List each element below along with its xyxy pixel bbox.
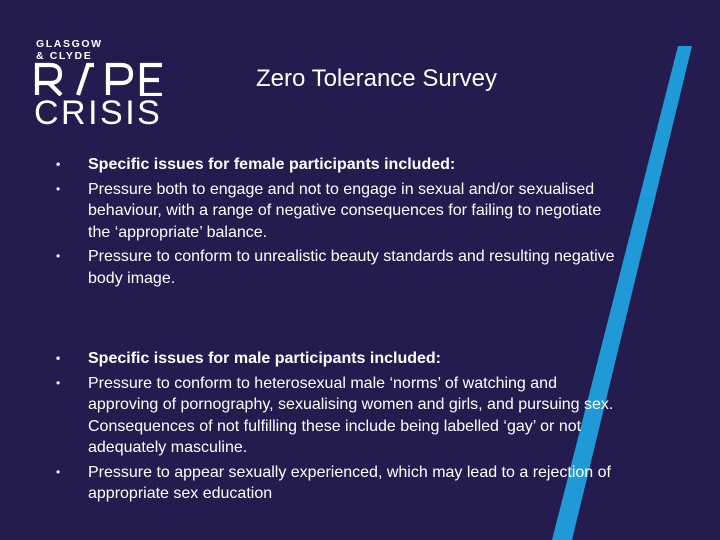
bullet-text: Pressure both to engage and not to engag… (88, 180, 602, 241)
bullet-icon: • (56, 464, 61, 479)
list-item: • Pressure to conform to unrealistic bea… (56, 246, 616, 289)
bullet-text: Specific issues for female participants … (88, 156, 456, 173)
list-item: • Pressure both to engage and not to eng… (56, 179, 616, 244)
bullet-icon: • (56, 351, 61, 365)
bullet-text: Specific issues for male participants in… (88, 350, 441, 367)
logo-wordmark-crisis: CRISIS (34, 94, 163, 132)
bullet-text: Pressure to conform to unrealistic beaut… (88, 248, 615, 287)
logo-text-glasgow: GLASGOW (36, 38, 103, 50)
list-item: • Pressure to conform to heterosexual ma… (56, 373, 616, 459)
list-item: • Specific issues for male participants … (56, 348, 616, 370)
list-item: • Pressure to appear sexually experience… (56, 462, 616, 505)
rape-crisis-logo: GLASGOW & CLYDE CRISIS (34, 38, 166, 132)
female-issues-list: • Specific issues for female participant… (56, 154, 616, 292)
bullet-icon: • (56, 375, 61, 390)
bullet-icon: • (56, 249, 61, 263)
list-item: • Specific issues for female participant… (56, 154, 616, 176)
male-issues-list: • Specific issues for male participants … (56, 348, 616, 508)
slide-title: Zero Tolerance Survey (256, 65, 498, 92)
logo-text-clyde: & CLYDE (36, 50, 93, 62)
bullet-icon: • (56, 181, 61, 196)
logo-wordmark-rape (34, 62, 162, 96)
bullet-text: Pressure to conform to heterosexual male… (88, 374, 614, 457)
bullet-icon: • (56, 157, 61, 171)
bullet-text: Pressure to appear sexually experienced,… (88, 463, 611, 503)
